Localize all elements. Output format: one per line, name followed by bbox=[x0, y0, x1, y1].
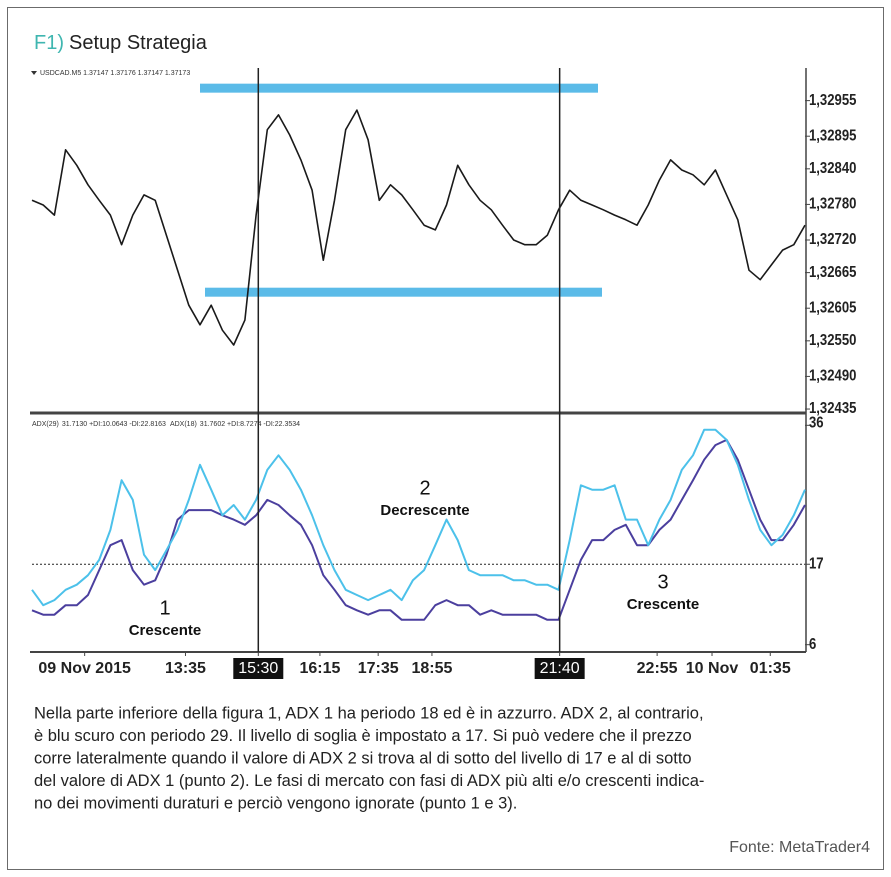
figure-label: F1) bbox=[34, 32, 64, 54]
x-tick-label: 13:35 bbox=[165, 660, 206, 677]
source: Fonte: MetaTrader4 bbox=[729, 839, 870, 856]
y-tick-label: 1,32780 bbox=[809, 196, 856, 213]
paragraph-line: del valore di ADX 1 (punto 2). Le fasi d… bbox=[34, 772, 704, 790]
paragraph-line: no dei movimenti duraturi e perciò vengo… bbox=[34, 794, 517, 812]
annotation-text: Crescente bbox=[627, 596, 700, 613]
x-tick-label: 09 Nov 2015 bbox=[38, 660, 131, 677]
x-tick-label: 21:40 bbox=[540, 660, 580, 677]
annotation-text: Crescente bbox=[129, 622, 202, 639]
y-tick-label: 1,32840 bbox=[809, 160, 856, 177]
y-tick-label: 17 bbox=[809, 555, 824, 572]
frame bbox=[7, 7, 884, 870]
price-header: USDCAD.M5 1.37147 1.37176 1.37147 1.3717… bbox=[40, 70, 190, 77]
level-band bbox=[200, 83, 598, 93]
header-marker bbox=[31, 71, 37, 75]
x-tick-label: 15:30 bbox=[238, 660, 278, 677]
annotation-text: Decrescente bbox=[380, 502, 469, 519]
paragraph-line: corre lateralmente quando il valore di A… bbox=[34, 749, 692, 767]
annotation-number: 2 bbox=[419, 477, 430, 499]
y-tick-label: 1,32435 bbox=[809, 400, 856, 417]
paragraph-line: Nella parte inferiore della figura 1, AD… bbox=[34, 704, 704, 722]
title: Setup Strategia bbox=[69, 32, 208, 54]
figure-title: F1) Setup Strategia bbox=[34, 32, 208, 54]
series-info: 31.7130 +DI:10.0643 -DI:22.8163 bbox=[62, 421, 166, 428]
x-tick-label: 22:55 bbox=[637, 660, 678, 677]
line bbox=[31, 109, 806, 346]
x-tick-highlight bbox=[534, 658, 585, 679]
x-tick-label: 18:55 bbox=[411, 660, 452, 677]
y-tick-label: 6 bbox=[809, 636, 816, 653]
line bbox=[31, 438, 806, 621]
series-name: ADX(18) bbox=[170, 421, 197, 428]
adx-header: ADX(29) 31.7130 +DI:10.0643 -DI:22.8163 AD… bbox=[32, 421, 300, 428]
y-tick-label: 36 bbox=[809, 414, 824, 431]
x-tick-label: 10 Nov bbox=[686, 660, 739, 677]
x-tick-label: 17:35 bbox=[358, 660, 399, 677]
y-tick-label: 1,32490 bbox=[809, 368, 856, 385]
y-tick-label: 1,32665 bbox=[809, 264, 856, 281]
x-tick-label: 01:35 bbox=[750, 660, 791, 677]
line bbox=[31, 428, 806, 607]
y-tick-label: 1,32550 bbox=[809, 332, 856, 349]
series-name: ADX(29) bbox=[32, 421, 59, 428]
level-band bbox=[205, 287, 602, 297]
y-tick-label: 1,32895 bbox=[809, 127, 856, 144]
y-tick-label: 1,32955 bbox=[809, 92, 856, 109]
y-tick-label: 1,32720 bbox=[809, 231, 856, 248]
x-tick-highlight bbox=[233, 658, 284, 679]
annotation-number: 3 bbox=[657, 571, 668, 593]
annotation-number: 1 bbox=[159, 597, 170, 619]
paragraph-line: è blu scuro con periodo 29. Il livello d… bbox=[34, 727, 692, 745]
series-info: 31.7602 +DI:8.7274 -DI:22.3534 bbox=[200, 421, 300, 428]
y-tick-label: 1,32605 bbox=[809, 299, 856, 316]
x-tick-label: 16:15 bbox=[299, 660, 340, 677]
